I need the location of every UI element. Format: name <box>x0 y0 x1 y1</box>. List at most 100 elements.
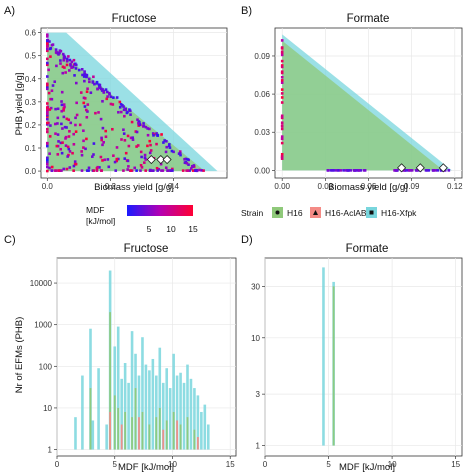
scatter-point <box>137 121 140 125</box>
scatter-point <box>61 71 65 75</box>
scatter-point <box>46 33 49 37</box>
scatter-point <box>49 124 52 127</box>
scatter-point <box>119 103 123 106</box>
y-tick-label: 0.06 <box>254 90 270 99</box>
scatter-point <box>142 122 145 125</box>
scatter-point <box>164 150 168 154</box>
scatter-point <box>60 122 63 126</box>
scatter-point <box>119 110 123 114</box>
scatter-point <box>190 167 193 170</box>
scatter-point <box>72 58 76 62</box>
bar-h16-xfpk <box>81 375 84 450</box>
scatter-point <box>156 133 159 137</box>
scatter-point <box>53 80 57 84</box>
bar-h16 <box>124 411 127 450</box>
scatter-point <box>68 166 72 169</box>
scatter-point <box>100 138 103 142</box>
scatter-point <box>280 64 284 67</box>
scatter-point <box>162 141 165 144</box>
scatter-point <box>187 163 190 166</box>
bar-h16-aclab <box>162 429 165 450</box>
bar-h16-xfpk <box>158 347 162 450</box>
scatter-point <box>126 168 129 171</box>
scatter-point <box>46 142 49 145</box>
scatter-point <box>46 82 49 86</box>
scatter-point <box>65 59 69 63</box>
scatter-point <box>179 153 182 157</box>
scatter-point <box>46 127 49 131</box>
scatter-point <box>46 63 49 67</box>
scatter-point <box>54 48 58 51</box>
bar-h16 <box>179 424 182 450</box>
scatter-point <box>67 55 70 58</box>
y-tick-label: 1 <box>48 446 53 455</box>
scatter-point <box>346 169 350 172</box>
scatter-point <box>86 103 90 106</box>
bar-h16-xfpk <box>179 372 182 450</box>
scatter-point <box>115 159 119 163</box>
scatter-point <box>86 110 89 113</box>
scatter-point <box>183 161 187 165</box>
scatter-point <box>91 155 94 158</box>
scatter-point <box>139 169 142 172</box>
scatter-point <box>161 169 165 172</box>
scatter-point <box>66 145 70 149</box>
scatter-point <box>65 63 69 67</box>
scatter-point <box>169 169 172 172</box>
bar-h16-xfpk <box>206 424 210 450</box>
bar-h16-aclab <box>176 420 179 450</box>
scatter-point <box>280 157 284 160</box>
scatter-point <box>65 126 68 129</box>
scatter-point <box>92 169 96 172</box>
scatter-point <box>55 64 58 68</box>
scatter-point <box>46 75 49 78</box>
bar-h16-xfpk <box>91 420 95 450</box>
scatter-point <box>46 130 49 134</box>
bar-h16-xfpk <box>203 404 207 450</box>
scatter-point <box>410 169 414 172</box>
bar-h16-aclab <box>109 411 112 450</box>
scatter-point <box>144 158 147 161</box>
scatter-point <box>48 47 52 51</box>
y-tick-label: 1 <box>256 442 261 451</box>
scatter-point <box>101 159 104 162</box>
scatter-point <box>171 167 174 171</box>
scatter-point <box>106 158 110 161</box>
scatter-point <box>74 116 77 120</box>
bar-h16-xfpk <box>123 363 127 450</box>
scatter-point <box>56 107 60 111</box>
bar-h16 <box>155 417 158 450</box>
scatter-point <box>280 51 284 55</box>
bar-h16-aclab <box>196 437 199 450</box>
panel-b-xlabel: Biomass yield [g/g] <box>328 182 408 193</box>
x-tick-label: 15 <box>226 460 235 469</box>
scatter-point <box>146 144 149 148</box>
scatter-point <box>202 169 205 172</box>
scatter-point <box>148 127 151 131</box>
scatter-point <box>67 153 70 157</box>
x-tick-label: 0.09 <box>404 182 420 191</box>
scatter-point <box>172 150 175 154</box>
scatter-point <box>188 169 191 172</box>
scatter-point <box>46 45 49 48</box>
scatter-point <box>118 105 122 109</box>
scatter-point <box>68 130 71 133</box>
scatter-point <box>149 143 152 147</box>
panel-b-label: B) <box>241 5 252 17</box>
scatter-point <box>59 141 63 145</box>
scatter-point <box>62 103 66 106</box>
y-tick-label: 30 <box>251 282 260 291</box>
scatter-point <box>60 109 64 113</box>
scatter-point <box>107 165 111 169</box>
bar-h16-xfpk <box>137 375 141 450</box>
panel-c-xlabel: MDF [kJ/mol] <box>118 462 174 473</box>
bar-h16-xfpk <box>155 375 158 450</box>
panel-a-title: Fructose <box>112 13 157 25</box>
scatter-point <box>157 167 161 171</box>
scatter-point <box>64 135 68 139</box>
scatter-point <box>46 115 49 118</box>
bar-h16-xfpk <box>322 267 325 446</box>
scatter-point <box>148 139 152 143</box>
scatter-point <box>280 88 284 91</box>
scatter-point <box>100 136 103 140</box>
